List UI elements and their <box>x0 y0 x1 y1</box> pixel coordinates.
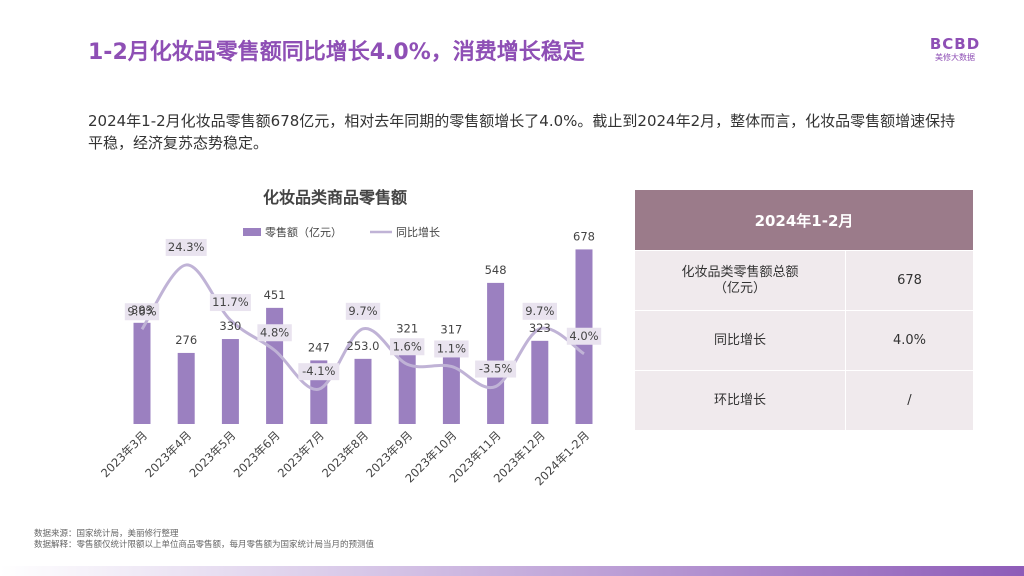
bar-0 <box>133 322 151 424</box>
growth-label-9: 9.7% <box>525 304 554 318</box>
bar-value-label-2: 330 <box>219 319 241 333</box>
table-header: 2024年1-2月 <box>634 189 974 251</box>
growth-label-1: 24.3% <box>168 240 205 254</box>
legend-line-label: 同比增长 <box>396 225 440 239</box>
bar-8 <box>487 282 505 424</box>
logo-subtitle: 美修大数据 <box>935 53 975 62</box>
x-tick-label-4: 2023年7月 <box>275 428 327 480</box>
growth-label-bg-6 <box>390 338 425 356</box>
table-row: 化妆品类零售额总额 （亿元） 678 <box>634 250 974 311</box>
growth-label-3: 4.8% <box>260 325 289 339</box>
x-tick-label-0: 2023年3月 <box>98 428 150 480</box>
chart-title: 化妆品类商品零售额 <box>263 188 407 207</box>
legend-bar-label: 零售额（亿元） <box>265 225 342 239</box>
legend-bar-swatch <box>243 228 261 236</box>
growth-label-2: 11.7% <box>212 295 249 309</box>
summary-table: 2024年1-2月 化妆品类零售额总额 （亿元） 678 同比增长 4.0% 环… <box>634 189 974 431</box>
growth-label-8: -3.5% <box>479 362 512 376</box>
growth-label-bg-2 <box>209 294 251 312</box>
x-tick-label-1: 2023年4月 <box>142 428 194 480</box>
row-value: 4.0% <box>845 310 974 371</box>
row-label: 环比增长 <box>634 370 846 431</box>
x-tick-label-3: 2023年6月 <box>231 428 283 480</box>
bar-value-label-10: 678 <box>573 229 595 243</box>
bar-value-label-8: 548 <box>485 263 507 277</box>
brand-logo: BCBD 美修大数据 <box>926 36 984 63</box>
growth-label-bg-5 <box>345 302 381 320</box>
growth-label-bg-10 <box>566 327 602 345</box>
footnotes: 数据来源：国家统计局，美丽修行整理 数据解释：零售额仅统计限额以上单位商品零售额… <box>34 529 374 551</box>
bar-2 <box>221 339 239 424</box>
data-explanation-note: 数据解释：零售额仅统计限额以上单位商品零售额，每月零售额为国家统计局当月的预测值 <box>34 540 375 550</box>
row-label: 同比增长 <box>634 310 846 371</box>
row-value: / <box>845 370 974 431</box>
bar-value-label-1: 276 <box>175 333 197 347</box>
growth-label-bg-7 <box>434 340 469 358</box>
table-row: 同比增长 4.0% <box>634 310 974 371</box>
growth-label-bg-1 <box>165 238 207 256</box>
bar-value-label-7: 317 <box>440 322 462 336</box>
row-label: 化妆品类零售额总额 （亿元） <box>634 250 846 311</box>
growth-label-0: 9.6% <box>127 304 156 318</box>
bar-5 <box>354 358 372 424</box>
chart-legend: 零售额（亿元） 同比增长 <box>243 225 440 239</box>
x-tick-label-2: 2023年5月 <box>186 428 238 480</box>
bottom-gradient-bar <box>0 566 1024 576</box>
data-source-note: 数据来源：国家统计局，美丽修行整理 <box>34 529 179 539</box>
growth-label-6: 1.6% <box>393 339 422 353</box>
growth-label-bg-0 <box>124 303 160 321</box>
bar-value-label-9: 323 <box>529 321 551 335</box>
summary-paragraph: 2024年1-2月化妆品零售额678亿元，相对去年同期的零售额增长了4.0%。截… <box>88 112 956 152</box>
bar-value-label-6: 321 <box>396 321 418 335</box>
growth-label-bg-3 <box>257 324 292 342</box>
bar-9 <box>531 340 549 424</box>
growth-label-10: 4.0% <box>569 329 598 343</box>
row-value: 678 <box>845 250 974 311</box>
growth-label-bg-9 <box>522 302 557 320</box>
retail-sales-chart: 化妆品类商品零售额 零售额（亿元） 同比增长 9.6% 24.3% 11.7% 4.8… <box>98 188 602 488</box>
bar-value-label-5: 253.0 <box>347 339 380 353</box>
bar-1 <box>177 352 195 424</box>
bar-value-label-0: 393 <box>131 303 153 317</box>
logo-mark: BCBD <box>929 35 981 53</box>
growth-label-bg-4 <box>298 363 340 381</box>
bar-value-label-4: 247 <box>308 340 330 354</box>
row-label-line1: 化妆品类零售额总额 <box>681 264 799 280</box>
table-row: 环比增长 / <box>634 370 974 431</box>
row-label-line2: （亿元） <box>713 280 766 296</box>
growth-label-5: 9.7% <box>348 304 377 318</box>
page-title: 1-2月化妆品零售额同比增长4.0%，消费增长稳定 <box>88 40 585 65</box>
bar-value-label-3: 451 <box>264 288 286 302</box>
bar-7 <box>442 342 460 424</box>
growth-label-7: 1.1% <box>437 341 466 355</box>
growth-label-4: -4.1% <box>302 364 335 378</box>
x-tick-label-5: 2023年8月 <box>319 428 371 480</box>
growth-label-bg-8 <box>475 360 517 378</box>
